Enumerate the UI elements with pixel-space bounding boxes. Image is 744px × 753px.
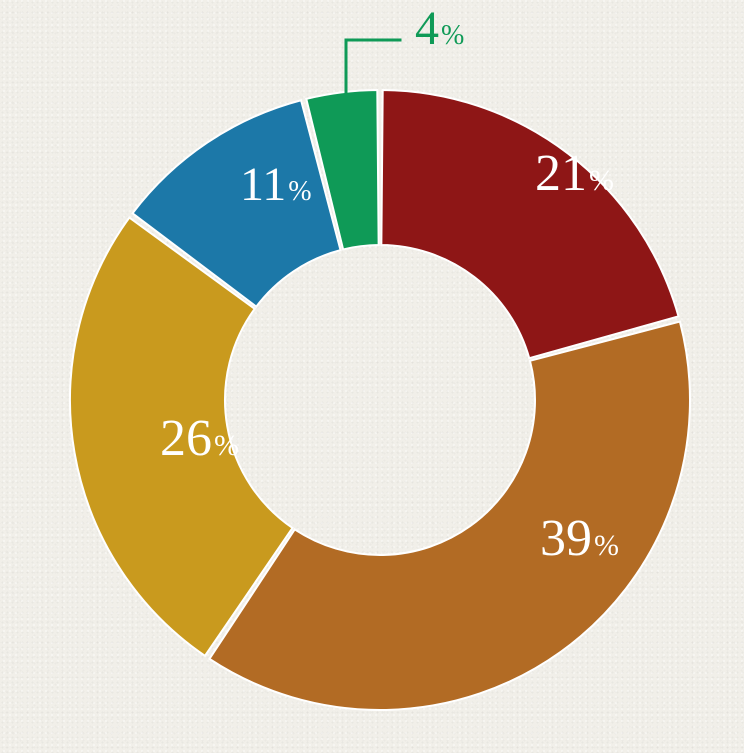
segment-label-suffix: % bbox=[589, 164, 614, 197]
donut-segment-1 bbox=[209, 322, 690, 710]
donut-segment-0 bbox=[381, 90, 678, 358]
donut-chart: 21%39%26%11%4% bbox=[0, 0, 744, 753]
segment-label-number: 39 bbox=[540, 510, 592, 567]
segment-label-0: 21% bbox=[535, 145, 614, 202]
segment-label-number: 4 bbox=[415, 2, 439, 55]
segment-label-number: 26 bbox=[160, 410, 212, 467]
segment-label-2: 26% bbox=[160, 410, 239, 467]
donut-chart-svg: 21%39%26%11%4% bbox=[0, 0, 744, 753]
segment-label-number: 21 bbox=[535, 145, 587, 202]
segment-label-suffix: % bbox=[441, 20, 464, 51]
segment-label-suffix: % bbox=[594, 529, 619, 562]
callout-leader bbox=[346, 40, 400, 94]
segment-label-suffix: % bbox=[214, 429, 239, 462]
segment-label-4: 4% bbox=[415, 2, 464, 55]
segment-label-suffix: % bbox=[288, 176, 311, 207]
segment-label-number: 11 bbox=[240, 158, 286, 211]
